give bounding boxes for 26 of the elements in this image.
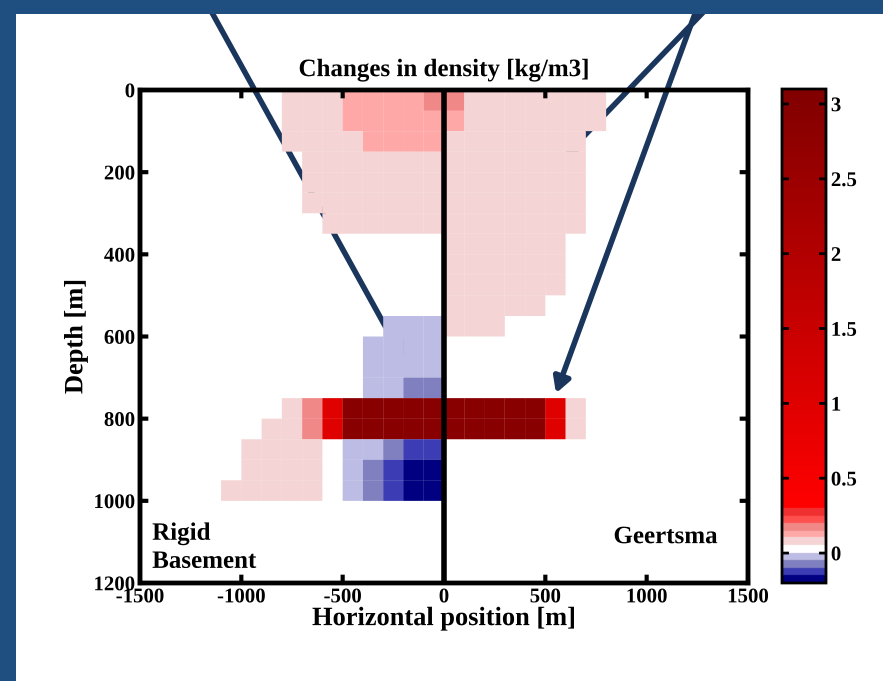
x-tick-label: -500 [324, 588, 361, 603]
color-bar-label: 1 [832, 396, 840, 411]
annotation: Rigid Basement [152, 522, 256, 568]
y-axis-title: Depth [m] [64, 280, 88, 394]
y-tick-label: 800 [104, 412, 134, 426]
y-tick-label: 600 [104, 330, 134, 344]
y-tick-label: 0 [126, 83, 134, 98]
x-tick-label: -1000 [218, 588, 265, 603]
color-bar-label: 1.5 [832, 322, 856, 336]
x-axis-title: Horizontal position [m] [312, 606, 574, 631]
color-bar-label: 0 [832, 546, 840, 560]
x-tick-label: 1000 [628, 588, 667, 603]
color-bar-label: 2.5 [832, 172, 856, 186]
x-tick-label: 1500 [728, 588, 768, 603]
x-tick-label: 500 [530, 588, 560, 603]
y-tick-label: 200 [104, 166, 134, 180]
x-tick-label: -1500 [116, 588, 164, 603]
chart-title: Changes in density [kg/m3] [300, 58, 588, 82]
y-tick-label: 1000 [95, 494, 134, 508]
color-bar-label: 0.5 [832, 472, 856, 486]
color-bar-label: 3 [832, 97, 841, 112]
x-tick-label: 0 [440, 588, 448, 603]
color-bar-label: 2 [832, 247, 840, 261]
y-tick-label: 400 [104, 248, 134, 262]
annotation: Geertsma [614, 526, 718, 544]
y-tick-label: 1200 [95, 576, 134, 590]
